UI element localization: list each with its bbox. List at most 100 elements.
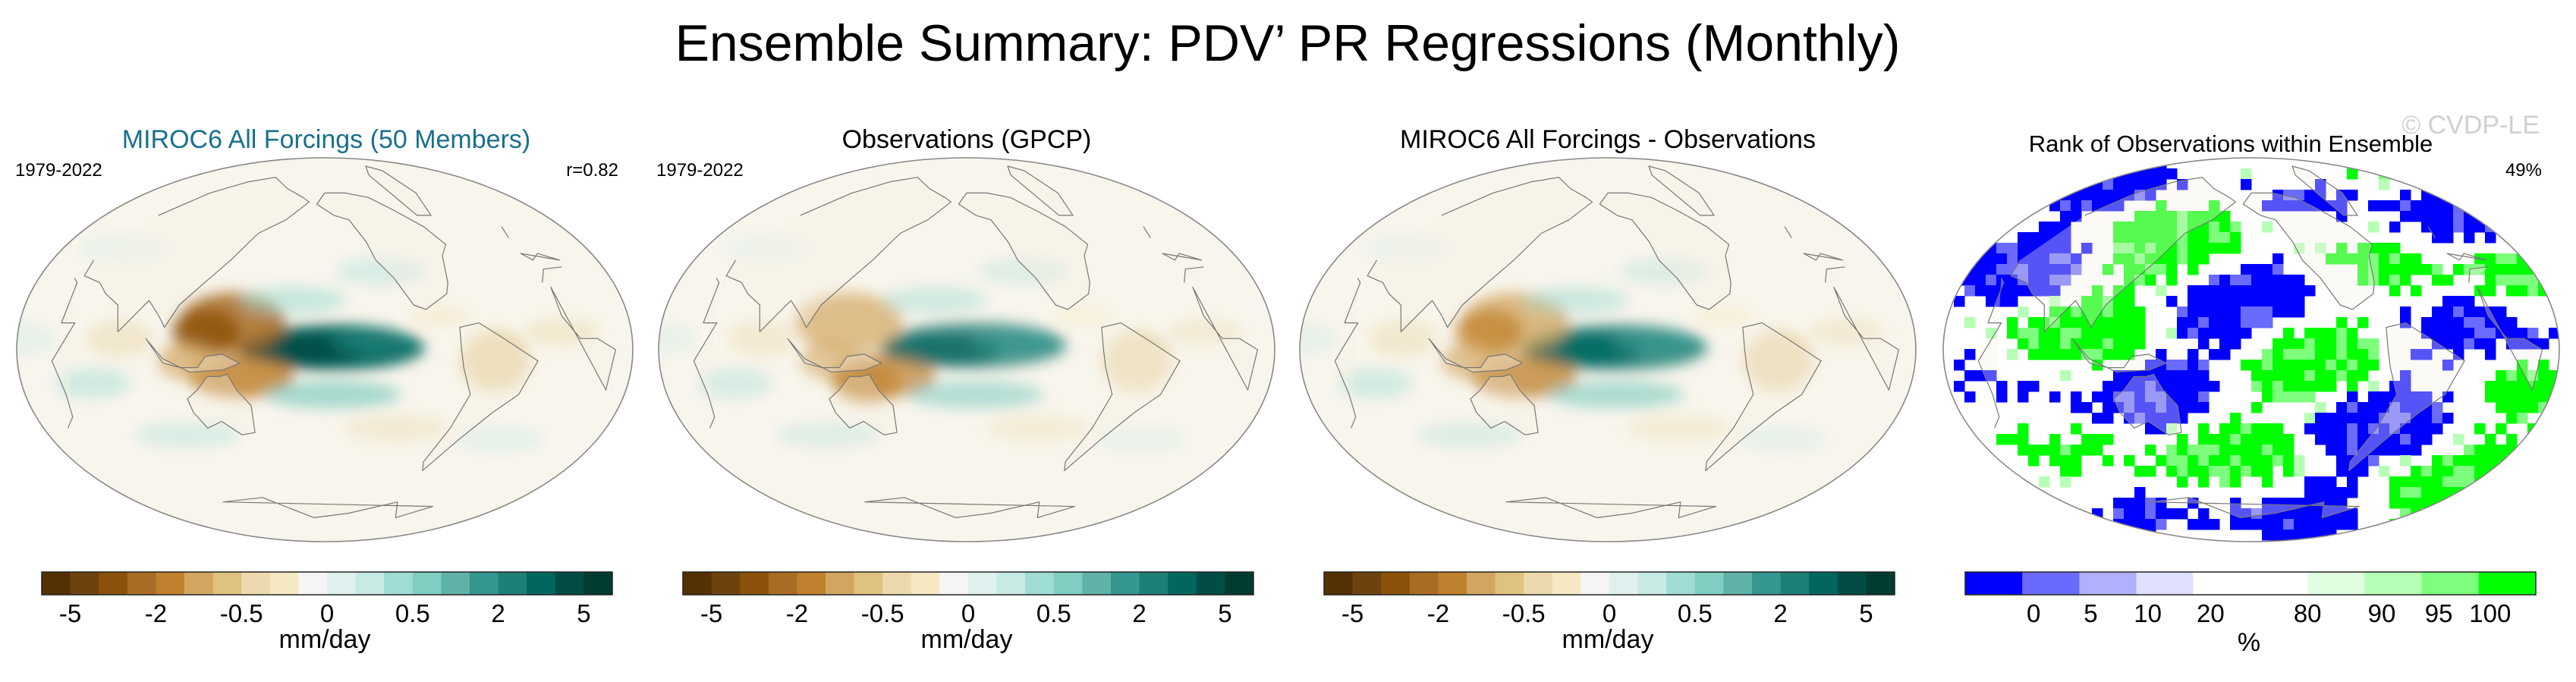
rank-cell (1975, 487, 1986, 498)
rank-cell (2294, 530, 2305, 541)
rank-cell (2060, 445, 2071, 456)
rank-cell (2103, 306, 2114, 318)
rank-cell (2432, 200, 2443, 212)
rank-cell (2113, 338, 2125, 350)
anomaly-blob (1417, 423, 1524, 448)
rank-cell (2506, 253, 2518, 265)
rank-cell (2464, 445, 2475, 456)
colorbar-swatch (583, 572, 613, 595)
rank-cell (2549, 264, 2559, 275)
rank-cell (2049, 222, 2061, 233)
rank-cell (2485, 381, 2496, 392)
rank-cell (2103, 328, 2114, 339)
rank-cell (2219, 423, 2231, 435)
rank-cell (2326, 349, 2337, 360)
rank-cell (2389, 413, 2401, 424)
rank-cell (2357, 413, 2369, 424)
rank-cell (2432, 402, 2443, 413)
map-border (1942, 157, 2560, 542)
rank-cell (2103, 190, 2114, 201)
rank-cell (2464, 508, 2475, 520)
colorbar-swatch (355, 572, 385, 595)
rank-cell (2166, 413, 2178, 424)
rank-cell (2442, 519, 2454, 530)
rank-cell (1954, 360, 1965, 371)
rank-cell (2315, 179, 2326, 190)
rank-cell (2400, 211, 2411, 222)
rank-cell (2304, 391, 2316, 403)
rank-cell (2464, 190, 2475, 201)
rank-cell (1964, 275, 1976, 286)
rank-cell (1954, 487, 1965, 498)
rank-cell (2485, 519, 2496, 530)
rank-cell (2071, 402, 2082, 413)
rank-cell (1964, 179, 1976, 190)
rank-cell (2496, 306, 2507, 318)
rank-cell (2145, 253, 2156, 265)
rank-cell (2177, 476, 2188, 488)
rank-cell (2156, 370, 2167, 382)
colorbar-swatch (1752, 572, 1782, 595)
colorbar-swatch (412, 572, 442, 595)
rank-cell (2092, 190, 2103, 201)
rank-cell (2389, 243, 2401, 254)
rank-cell (2145, 413, 2156, 424)
rank-cell (2241, 264, 2252, 275)
rank-cell (2039, 328, 2050, 339)
colorbar-tick-label: -0.5 (1502, 599, 1546, 627)
colorbar-tick-label: -5 (1341, 599, 1363, 627)
rank-cell (2113, 317, 2125, 328)
rank-cell (2049, 338, 2061, 350)
panel-title-miroc6: MIROC6 All Forcings (50 Members) (122, 125, 530, 154)
rank-cell (2474, 455, 2486, 467)
rank-cell (2272, 275, 2284, 286)
rank-cell (2496, 445, 2507, 456)
rank-cell (2485, 179, 2496, 190)
rank-cell (1986, 540, 1997, 542)
rank-cell (2474, 264, 2486, 275)
rank-cell (2538, 391, 2549, 403)
colorbar-swatch (711, 572, 741, 595)
rank-cell (2368, 349, 2379, 360)
rank-cell (2188, 285, 2199, 297)
anomaly-blob (1744, 330, 1813, 391)
coastline-north-america (1599, 192, 1731, 310)
rank-cell (2081, 402, 2093, 413)
map-border (16, 157, 634, 542)
rank-cell (2198, 232, 2210, 244)
rank-cell (2039, 243, 2050, 254)
rank-cell (2124, 349, 2135, 360)
colorbar-label-rank: % (2238, 628, 2260, 657)
rank-cell (2007, 530, 2018, 541)
rank-cell (2549, 275, 2559, 286)
colorbar-miroc6: -5 -2 -0.5 0 0.5 2 5 (41, 571, 613, 627)
rank-cell (2485, 434, 2496, 445)
rank-cell (2485, 476, 2496, 488)
rank-cell (2527, 253, 2539, 265)
rank-cell (2018, 540, 2029, 542)
rank-cell (2442, 466, 2454, 477)
rank-cell (1964, 232, 1976, 244)
rank-cell (2219, 349, 2231, 360)
rank-cell (2177, 402, 2188, 413)
rank-cell (1996, 264, 2008, 275)
rank-cell (2028, 349, 2040, 360)
rank-cell (2389, 253, 2401, 265)
rank-cell (2538, 508, 2549, 520)
rank-cell (2071, 466, 2082, 477)
rank-cell (2113, 200, 2125, 212)
rank-cell (2049, 434, 2061, 445)
rank-cell (2315, 413, 2326, 424)
rank-cell (1964, 190, 1976, 201)
rank-cell (2496, 540, 2507, 542)
anomaly-blob (86, 319, 155, 358)
rank-cell (2028, 275, 2040, 286)
rank-cell (2113, 508, 2125, 520)
rank-cell (2464, 498, 2475, 509)
rank-cell (2517, 402, 2528, 413)
anomaly-blob (800, 341, 861, 380)
rank-cell (2028, 530, 2040, 541)
rank-cell (2166, 275, 2178, 286)
rank-cell (2336, 413, 2348, 424)
rank-cell (1975, 222, 1986, 233)
